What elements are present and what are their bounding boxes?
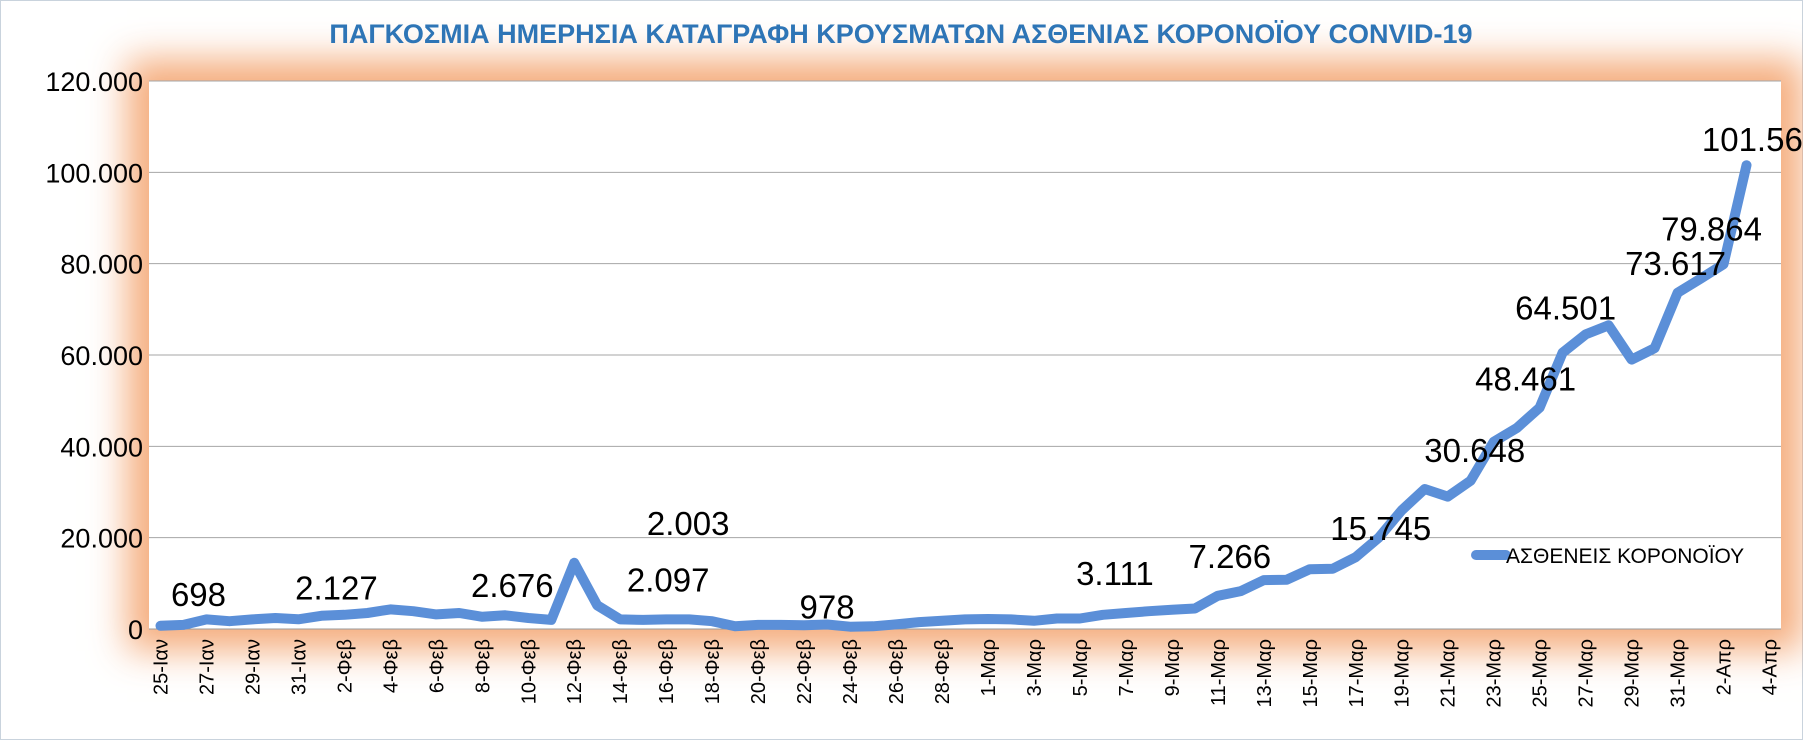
x-tick-label: 12-Φεβ <box>564 639 586 704</box>
x-tick-label: 31-Ιαν <box>288 639 310 695</box>
data-label: 30.648 <box>1424 432 1525 469</box>
y-tick-label: 80.000 <box>60 250 143 280</box>
x-tick-label: 26-Φεβ <box>886 639 908 704</box>
x-tick-label: 24-Φεβ <box>840 639 862 704</box>
x-tick-label: 1-Μαρ <box>978 639 1000 696</box>
legend-label: ΑΣΘΕΝΕΙΣ ΚΟΡΟΝΟΪΟΥ <box>1506 545 1744 568</box>
data-label: 978 <box>800 589 855 626</box>
x-tick-label: 29-Μαρ <box>1622 639 1644 708</box>
data-label: 64.501 <box>1515 289 1616 326</box>
x-tick-label: 7-Μαρ <box>1116 639 1138 696</box>
y-tick-label: 100.000 <box>45 158 143 188</box>
series-line-group <box>155 160 1752 632</box>
y-axis-ticks: 0 20.000 40.000 60.000 80.000 100.000 120.000 <box>45 67 143 645</box>
x-tick-label: 29-Ιαν <box>242 639 264 695</box>
x-tick-label: 23-Μαρ <box>1484 639 1506 708</box>
y-tick-label: 120.000 <box>45 67 143 97</box>
data-label: 73.617 <box>1625 245 1726 282</box>
data-label: 7.266 <box>1189 538 1272 575</box>
y-tick-label: 60.000 <box>60 341 143 371</box>
x-tick-label: 20-Φεβ <box>748 639 770 704</box>
y-tick-label: 0 <box>128 615 143 645</box>
data-label: 2.003 <box>647 505 730 542</box>
x-tick-label: 2-Φεβ <box>334 639 356 693</box>
data-label: 15.745 <box>1330 510 1431 547</box>
x-tick-label: 4-Φεβ <box>380 639 402 693</box>
x-tick-label: 31-Μαρ <box>1668 639 1690 708</box>
x-tick-label: 25-Μαρ <box>1530 639 1552 708</box>
x-tick-label: 19-Μαρ <box>1392 639 1414 708</box>
x-tick-label: 14-Φεβ <box>610 639 632 704</box>
x-tick-label: 3-Μαρ <box>1024 639 1046 696</box>
data-label: 3.111 <box>1076 555 1154 592</box>
x-tick-label: 5-Μαρ <box>1070 639 1092 696</box>
x-tick-label: 11-Μαρ <box>1208 639 1230 706</box>
data-labels: 698 2.127 2.676 2.097 2.003 978 3.111 7.266 15.7… <box>171 121 1803 625</box>
x-tick-label: 17-Μαρ <box>1346 639 1368 708</box>
chart-title: ΠΑΓΚΟΣΜΙΑ ΗΜΕΡΗΣΙΑ ΚΑΤΑΓΡΑΦΗ ΚΡΟΥΣΜΑΤΩΝ … <box>329 19 1472 49</box>
x-tick-label: 16-Φεβ <box>656 639 678 704</box>
x-tick-label: 8-Φεβ <box>472 639 494 693</box>
x-tick-label: 15-Μαρ <box>1300 639 1322 708</box>
y-tick-label: 40.000 <box>60 432 143 462</box>
x-tick-label: 21-Μαρ <box>1438 639 1460 708</box>
x-tick-label: 9-Μαρ <box>1162 639 1184 696</box>
x-tick-label: 4-Απρ <box>1760 639 1782 695</box>
data-label: 2.676 <box>471 567 554 604</box>
x-tick-label: 22-Φεβ <box>794 639 816 704</box>
x-tick-label: 27-Ιαν <box>196 639 218 695</box>
x-tick-label: 25-Ιαν <box>150 639 172 695</box>
legend: ΑΣΘΕΝΕΙΣ ΚΟΡΟΝΟΪΟΥ <box>1471 545 1744 568</box>
data-label: 48.461 <box>1475 361 1576 398</box>
data-label: 79.864 <box>1661 210 1762 247</box>
series-line <box>155 160 1752 632</box>
x-tick-label: 28-Φεβ <box>932 639 954 704</box>
data-label: 698 <box>171 576 226 613</box>
x-tick-label: 2-Απρ <box>1714 639 1736 695</box>
x-tick-label: 13-Μαρ <box>1254 639 1276 708</box>
grid-lines <box>149 80 1781 630</box>
x-axis-ticks: 25-Ιαν 27-Ιαν 29-Ιαν 31-Ιαν 2-Φεβ 4-Φεβ 6-Φεβ 8… <box>150 639 1781 708</box>
x-tick-label: 10-Φεβ <box>518 639 540 704</box>
x-tick-label: 18-Φεβ <box>702 639 724 704</box>
data-label: 2.127 <box>295 569 378 606</box>
y-tick-label: 20.000 <box>60 524 143 554</box>
x-tick-label: 27-Μαρ <box>1576 639 1598 708</box>
x-tick-label: 6-Φεβ <box>426 639 448 693</box>
data-label: 101.566 <box>1702 121 1803 158</box>
data-label: 2.097 <box>627 561 710 598</box>
